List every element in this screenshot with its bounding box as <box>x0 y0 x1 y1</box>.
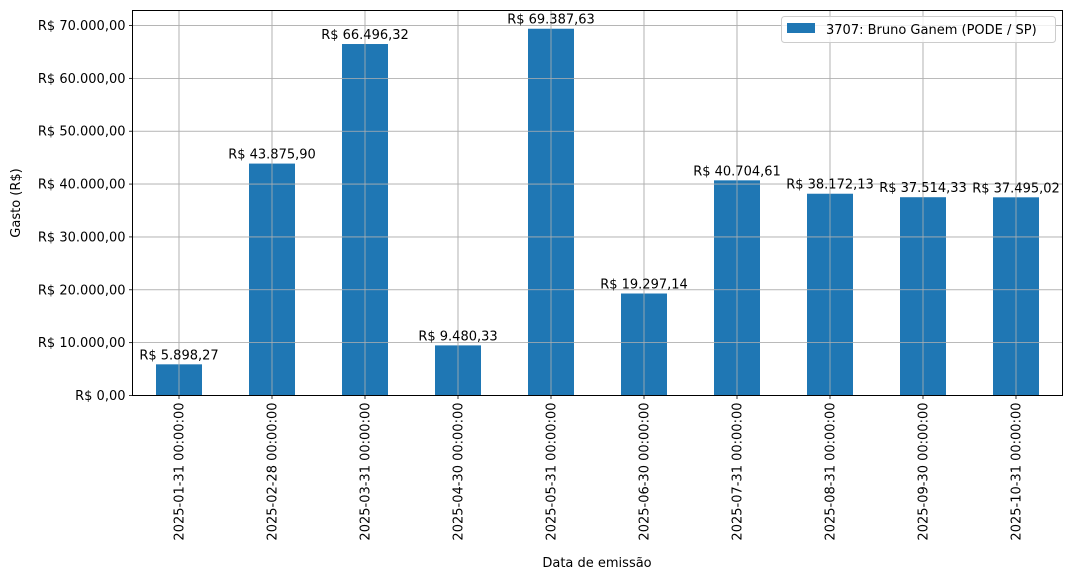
y-tick-label: R$ 20.000,00 <box>38 283 126 298</box>
bar-value-labels: R$ 5.898,27 R$ 43.875,90 R$ 66.496,32 R$ 9.… <box>139 13 1059 364</box>
y-tick-label: R$ 50.000,00 <box>38 125 126 140</box>
bar-value-label: R$ 37.495,02 <box>972 181 1060 196</box>
gridlines-overlay <box>132 10 1063 396</box>
legend-box <box>781 16 1056 43</box>
bar-value-label: R$ 9.480,33 <box>418 329 497 344</box>
x-tick-label: 2025-09-30 00:00:00 <box>917 403 932 541</box>
bar-value-label: R$ 38.172,13 <box>786 178 874 193</box>
bar-value-label: R$ 69.387,63 <box>507 13 595 28</box>
bar-value-label: R$ 5.898,27 <box>139 348 218 363</box>
bar-value-label: R$ 37.514,33 <box>879 181 967 196</box>
x-tick-label: 2025-03-31 00:00:00 <box>359 403 374 541</box>
x-tick-label: 2025-04-30 00:00:00 <box>452 403 467 541</box>
bar-value-label: R$ 19.297,14 <box>600 278 688 293</box>
legend-label: 3707: Bruno Ganem (PODE / SP) <box>826 23 1037 38</box>
x-tick-label: 2025-01-31 00:00:00 <box>173 403 188 541</box>
y-tick-label: R$ 30.000,00 <box>38 230 126 245</box>
x-tick-label: 2025-06-30 00:00:00 <box>638 403 653 541</box>
x-tick-label: 2025-05-31 00:00:00 <box>545 403 560 541</box>
x-tick-label: 2025-08-31 00:00:00 <box>824 403 839 541</box>
y-tick-label: R$ 40.000,00 <box>38 178 126 193</box>
x-axis-label: Data de emissão <box>542 556 651 571</box>
y-tick-label: R$ 0,00 <box>75 389 125 404</box>
y-tick-label: R$ 70.000,00 <box>38 19 126 34</box>
bar-value-label: R$ 43.875,90 <box>228 148 316 163</box>
bar-value-label: R$ 66.496,32 <box>321 28 409 43</box>
x-axis-ticks: 2025-01-31 00:00:00 2025-02-28 00:00:00 20… <box>173 395 1025 541</box>
x-tick-label: 2025-02-28 00:00:00 <box>266 403 281 541</box>
y-tick-label: R$ 10.000,00 <box>38 336 126 351</box>
x-tick-label: 2025-07-31 00:00:00 <box>731 403 746 541</box>
y-tick-label: R$ 60.000,00 <box>38 72 126 87</box>
y-axis-ticks: R$ 0,00 R$ 10.000,00 R$ 20.000,00 R$ 30.000… <box>38 19 133 404</box>
x-tick-label: 2025-10-31 00:00:00 <box>1010 403 1025 541</box>
legend: 3707: Bruno Ganem (PODE / SP) <box>781 16 1056 43</box>
bars <box>156 28 1039 396</box>
y-axis-label: Gasto (R$) <box>9 168 24 237</box>
bar-value-label: R$ 40.704,61 <box>693 164 781 179</box>
plot-frame <box>132 10 1063 396</box>
legend-swatch <box>787 23 815 33</box>
